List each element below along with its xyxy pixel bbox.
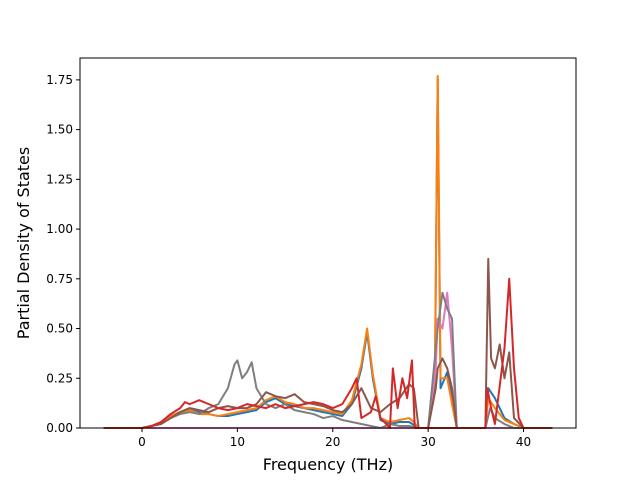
series-line-4: [103, 257, 553, 429]
y-tick-label-5: 1.25: [46, 172, 73, 186]
x-tick-label-3: 30: [421, 435, 436, 449]
y-tick-label-6: 1.50: [46, 123, 73, 137]
x-tick-label-4: 40: [516, 435, 531, 449]
y-tick-label-3: 0.75: [46, 272, 73, 286]
x-tick-label-1: 10: [230, 435, 245, 449]
y-tick-label-2: 0.50: [46, 322, 73, 336]
y-tick-label-7: 1.75: [46, 73, 73, 87]
y-tick-label-4: 1.00: [46, 222, 73, 236]
series-layer: [103, 74, 553, 429]
plot-frame: [79, 57, 577, 429]
x-tick-label-0: 0: [138, 435, 146, 449]
y-tick-label-1: 0.25: [46, 371, 73, 385]
y-axis: 0.00 0.25 0.50 0.75 1.00 1.25 1.50 1.75: [46, 73, 80, 435]
y-tick-label-0: 0.00: [46, 421, 73, 435]
x-axis-label: Frequency (THz): [263, 455, 393, 474]
series-line-3: [103, 291, 553, 429]
x-axis: 0 10 20 30 40: [138, 428, 531, 449]
series-line-1: [103, 74, 553, 429]
y-axis-label: Partial Density of States: [14, 147, 33, 339]
series-line-5: [103, 277, 553, 429]
x-tick-label-2: 20: [325, 435, 340, 449]
